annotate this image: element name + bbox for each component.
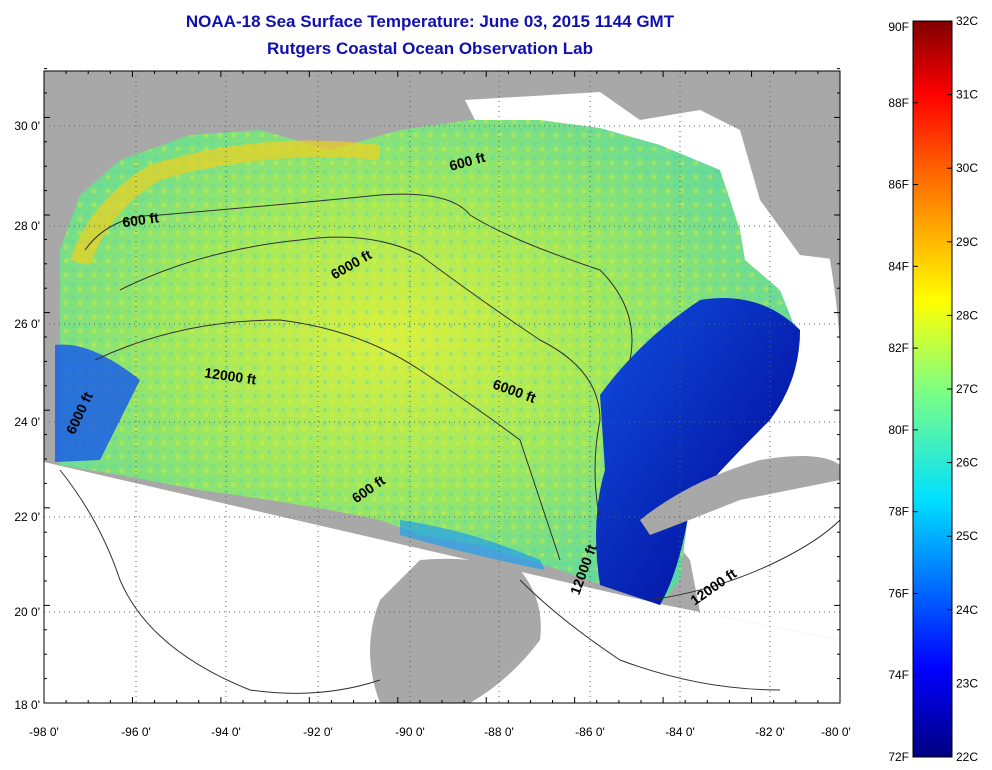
colorbar-c-label: 28C [956,308,978,322]
warm-coast [70,140,380,265]
bathymetry-contours [59,193,840,694]
map-subtitle: Rutgers Coastal Ocean Observation Lab [267,39,593,58]
lon-label: -90 0' [395,725,425,739]
colorbar-f-label: 76F [888,586,909,600]
lat-label: 18 0' [14,698,40,712]
colorbar-c-label: 29C [956,235,978,249]
contour-label: 12000 ft [203,364,257,387]
colorbar-c-label: 24C [956,603,978,617]
graticule [44,71,840,703]
lon-label: -86 0' [575,725,605,739]
colorbar-c-label: 27C [956,382,978,396]
colorbar-c-label: 23C [956,676,978,690]
yucatan [370,558,541,703]
lon-label: -80 0' [821,725,851,739]
lat-label: 30 0' [14,119,40,133]
lon-label: -84 0' [665,725,695,739]
cold-west [55,344,140,462]
florida [740,71,840,360]
cuba [640,456,840,535]
colorbar-f-label: 72F [888,750,909,764]
lat-label: 22 0' [14,510,40,524]
lon-label: -88 0' [484,725,514,739]
latitude-labels: 18 0' 20 0' 22 0' 24 0' 26 0' 28 0' 30 0… [14,119,40,712]
colorbar-f-label: 86F [888,178,909,192]
lon-label: -92 0' [303,725,333,739]
lon-label: -82 0' [755,725,785,739]
lon-label: -94 0' [211,725,241,739]
colorbar-c-label: 22C [956,750,978,764]
colorbar-c-label: 30C [956,161,978,175]
colorbar-f-label: 84F [888,259,909,273]
cold-south [400,520,545,570]
colorbar-f-label: 82F [888,341,909,355]
longitude-labels: -98 0' -96 0' -94 0' -92 0' -90 0' -88 0… [29,725,851,739]
lat-label: 28 0' [14,219,40,233]
axis-ticks [43,68,841,704]
colorbar-f-label: 78F [888,505,909,519]
lat-label: 26 0' [14,317,40,331]
colorbar-celsius-labels: 32C 31C 30C 29C 28C 27C 26C 25C 24C 23C 22C [956,14,978,764]
colorbar-ticks [913,20,952,758]
lat-label: 20 0' [14,605,40,619]
map-title: NOAA-18 Sea Surface Temperature: June 03… [185,12,675,31]
colorbar-f-label: 80F [888,423,909,437]
lon-label: -96 0' [121,725,151,739]
contour-label: 600 ft [121,209,160,230]
colorbar-c-label: 26C [956,456,978,470]
colorbar-fahrenheit-labels: 90F 88F 86F 84F 82F 80F 78F 76F 74F 72F [888,20,909,764]
lon-label: -98 0' [29,725,59,739]
colorbar-c-label: 32C [956,14,978,28]
colorbar-f-label: 74F [888,668,909,682]
colorbar-f-label: 88F [888,96,909,110]
colorbar-c-label: 25C [956,529,978,543]
colorbar-c-label: 31C [956,88,978,102]
colorbar [912,20,953,758]
colorbar-f-label: 90F [888,20,909,34]
lat-label: 24 0' [14,415,40,429]
